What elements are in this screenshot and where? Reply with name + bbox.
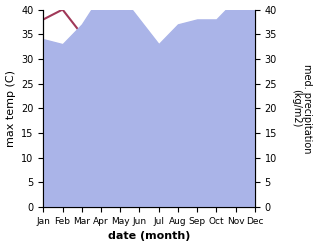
X-axis label: date (month): date (month) — [108, 231, 190, 242]
Y-axis label: max temp (C): max temp (C) — [5, 70, 16, 147]
Y-axis label: med. precipitation
(kg/m2): med. precipitation (kg/m2) — [291, 64, 313, 153]
